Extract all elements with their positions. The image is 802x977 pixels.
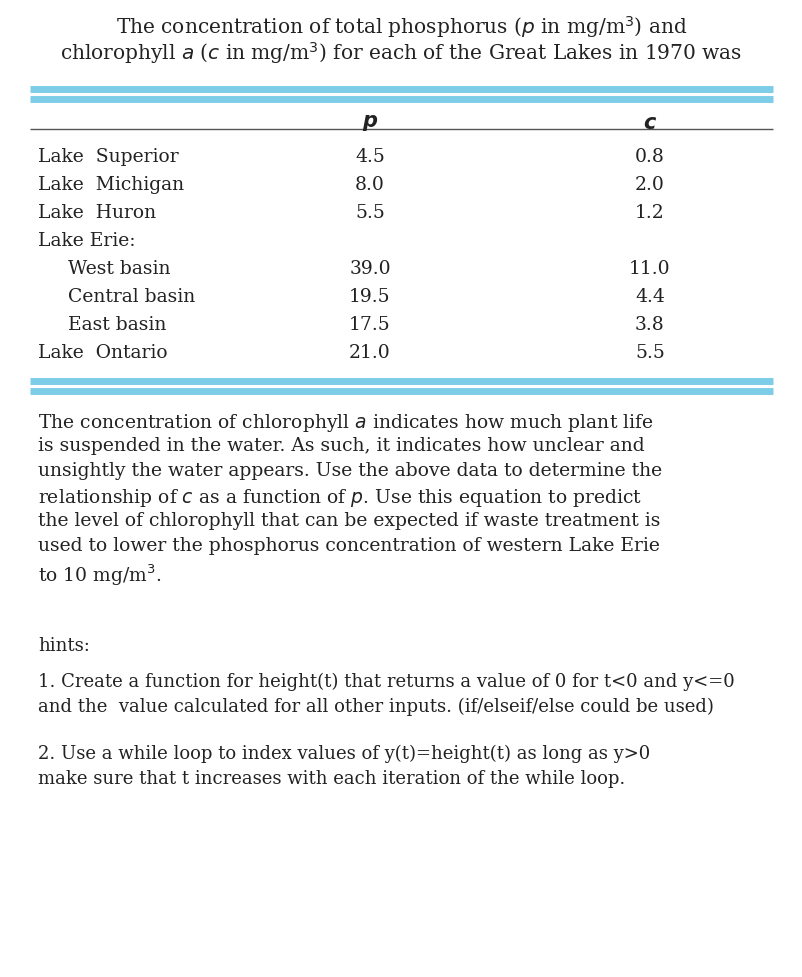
Text: 0.8: 0.8 [634,148,664,166]
Text: 2. Use a while loop to index values of y(t)=height(t) as long as y>0: 2. Use a while loop to index values of y… [38,744,650,762]
Text: the level of chlorophyll that can be expected if waste treatment is: the level of chlorophyll that can be exp… [38,512,659,530]
Text: Central basin: Central basin [68,287,195,306]
Text: and the  value calculated for all other inputs. (if/elseif/else could be used): and the value calculated for all other i… [38,698,713,715]
Text: East basin: East basin [68,316,166,334]
Text: Lake Erie:: Lake Erie: [38,232,136,250]
Text: Lake  Michigan: Lake Michigan [38,176,184,193]
Text: 3.8: 3.8 [634,316,664,334]
Text: make sure that t increases with each iteration of the while loop.: make sure that t increases with each ite… [38,769,625,787]
Text: Lake  Superior: Lake Superior [38,148,178,166]
Text: The concentration of chlorophyll $a$ indicates how much plant life: The concentration of chlorophyll $a$ ind… [38,411,653,434]
Text: 1.2: 1.2 [634,204,664,222]
Text: 21.0: 21.0 [349,344,391,361]
Text: 5.5: 5.5 [354,204,384,222]
Text: to 10 mg/m$^3$.: to 10 mg/m$^3$. [38,562,161,587]
Text: 1. Create a function for height(t) that returns a value of 0 for t<0 and y<=0: 1. Create a function for height(t) that … [38,672,734,691]
Text: 4.5: 4.5 [354,148,384,166]
Text: unsightly the water appears. Use the above data to determine the: unsightly the water appears. Use the abo… [38,461,662,480]
Text: 2.0: 2.0 [634,176,664,193]
Text: $\boldsymbol{p}$: $\boldsymbol{p}$ [362,113,378,133]
Text: relationship of $c$ as a function of $p$. Use this equation to predict: relationship of $c$ as a function of $p$… [38,487,642,508]
Text: hints:: hints: [38,636,90,655]
Text: Lake  Ontario: Lake Ontario [38,344,168,361]
Text: chlorophyll $a$ ($c$ in mg/m$^3$) for each of the Great Lakes in 1970 was: chlorophyll $a$ ($c$ in mg/m$^3$) for ea… [60,40,742,65]
Text: 19.5: 19.5 [349,287,391,306]
Text: 8.0: 8.0 [354,176,384,193]
Text: 5.5: 5.5 [634,344,664,361]
Text: 39.0: 39.0 [349,260,391,277]
Text: $\boldsymbol{c}$: $\boldsymbol{c}$ [642,113,656,133]
Text: 4.4: 4.4 [634,287,664,306]
Text: 11.0: 11.0 [629,260,670,277]
Text: 17.5: 17.5 [349,316,391,334]
Text: Lake  Huron: Lake Huron [38,204,156,222]
Text: is suspended in the water. As such, it indicates how unclear and: is suspended in the water. As such, it i… [38,437,644,454]
Text: West basin: West basin [68,260,170,277]
Text: used to lower the phosphorus concentration of western Lake Erie: used to lower the phosphorus concentrati… [38,536,659,554]
Text: The concentration of total phosphorus ($p$ in mg/m$^3$) and: The concentration of total phosphorus ($… [115,14,687,40]
